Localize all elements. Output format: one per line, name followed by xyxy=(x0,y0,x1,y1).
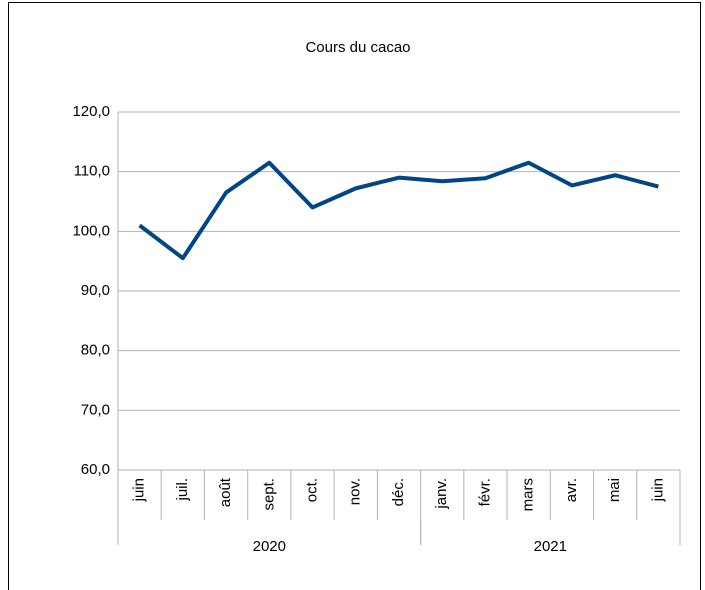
x-tick-label: févr. xyxy=(476,478,493,506)
y-tick-label: 80,0 xyxy=(81,342,110,359)
group-label: 2021 xyxy=(534,538,567,555)
x-tick-label: oct. xyxy=(304,478,321,502)
y-tick-label: 100,0 xyxy=(72,222,110,239)
x-tick-label: mars xyxy=(520,478,537,511)
y-tick-label: 110,0 xyxy=(74,163,110,180)
x-tick-label: janv. xyxy=(433,478,450,510)
y-tick-label: 120,0 xyxy=(72,103,110,120)
y-tick-label: 70,0 xyxy=(81,401,110,418)
x-tick-label: mai xyxy=(606,478,623,502)
x-tick-label: nov. xyxy=(347,478,364,505)
chart-border xyxy=(8,2,701,590)
x-tick-label: août xyxy=(217,477,234,507)
x-tick-label: sept. xyxy=(260,478,277,511)
x-tick-label: déc. xyxy=(390,478,407,506)
y-tick-label: 90,0 xyxy=(81,282,110,299)
group-label: 2020 xyxy=(253,538,286,555)
x-tick-label: avr. xyxy=(563,478,580,502)
chart-title: Cours du cacao xyxy=(305,39,410,56)
x-tick-label: juin xyxy=(649,478,666,502)
data-line xyxy=(138,160,659,261)
y-tick-label: 60,0 xyxy=(81,461,110,478)
x-tick-label: juin xyxy=(131,478,148,502)
x-tick-label: juil. xyxy=(174,478,191,502)
